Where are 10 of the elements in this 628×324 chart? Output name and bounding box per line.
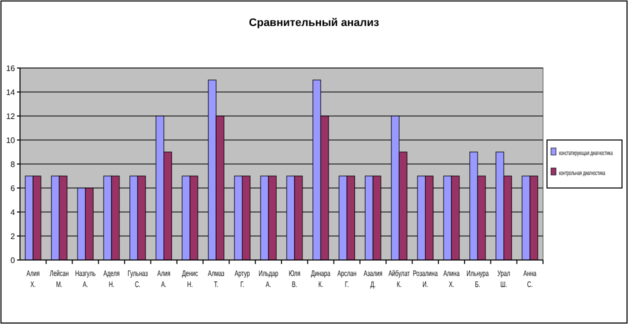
chart-title: Сравнительный анализ [248,17,380,29]
y-tick-label: 0 [10,256,16,265]
y-tick-label: 12 [6,112,16,121]
y-tick-label: 6 [10,184,16,193]
y-tick-label: 4 [10,208,16,217]
y-tick-label: 10 [6,136,16,145]
y-tick-label: 14 [6,88,16,97]
y-tick-label: 2 [10,232,16,241]
y-tick-label: 16 [6,64,16,73]
y-tick-label: 8 [10,160,16,169]
